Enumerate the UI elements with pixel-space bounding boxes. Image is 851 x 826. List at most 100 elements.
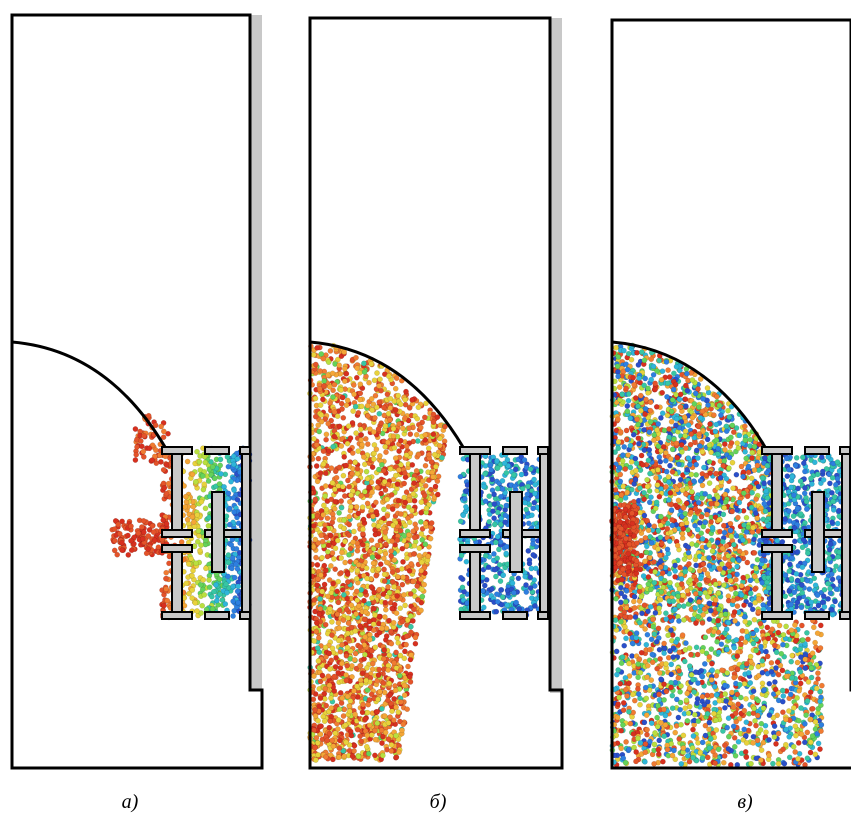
particle: [390, 507, 395, 512]
wall-strip: [250, 15, 262, 690]
particle: [200, 603, 205, 608]
particle: [503, 520, 508, 525]
particle: [376, 523, 381, 528]
particle: [394, 650, 399, 655]
particle: [232, 575, 237, 580]
particle: [383, 423, 388, 428]
particle: [236, 584, 241, 589]
particle: [342, 379, 347, 384]
particle: [126, 552, 131, 557]
particle: [313, 537, 318, 542]
particle: [341, 473, 346, 478]
particle: [337, 707, 342, 712]
particle: [227, 522, 232, 527]
particle: [317, 612, 322, 617]
particle: [161, 467, 166, 472]
particle: [199, 499, 204, 504]
particle: [336, 620, 341, 625]
particle: [319, 419, 324, 424]
particle: [364, 566, 369, 571]
particle: [344, 672, 349, 677]
particle: [389, 553, 394, 558]
particle: [217, 481, 222, 486]
particle: [327, 725, 332, 730]
particle: [522, 457, 527, 462]
particle: [391, 620, 396, 625]
particle: [329, 619, 334, 624]
particle: [419, 500, 424, 505]
particle: [354, 504, 359, 509]
particle: [360, 671, 365, 676]
baffle: [242, 454, 250, 612]
particle: [311, 544, 316, 549]
particle: [392, 660, 397, 665]
particle: [353, 460, 358, 465]
particle: [505, 603, 510, 608]
particle: [408, 591, 413, 596]
particle: [795, 695, 800, 700]
particle: [327, 666, 332, 671]
particle: [363, 634, 368, 639]
particle: [393, 386, 398, 391]
particle: [428, 536, 433, 541]
particle: [232, 488, 237, 493]
particle: [495, 486, 500, 491]
particle: [495, 510, 500, 515]
particle: [161, 603, 166, 608]
particle: [367, 632, 372, 637]
particle: [495, 599, 500, 604]
particle: [393, 456, 398, 461]
particle: [161, 518, 166, 523]
particle: [351, 688, 356, 693]
particle: [207, 585, 212, 590]
particle: [410, 462, 415, 467]
particle: [366, 751, 371, 756]
particle: [494, 592, 499, 597]
particle: [234, 546, 239, 551]
particle: [359, 739, 364, 744]
particle: [710, 668, 715, 673]
particle: [140, 536, 145, 541]
particle: [318, 368, 323, 373]
particle: [355, 471, 360, 476]
particle: [326, 543, 331, 548]
particle: [320, 673, 325, 678]
particle: [385, 698, 390, 703]
particle: [325, 549, 330, 554]
particle: [328, 348, 333, 353]
particle: [350, 450, 355, 455]
particle: [525, 492, 530, 497]
particle: [371, 457, 376, 462]
particle: [528, 575, 533, 580]
particle: [494, 609, 499, 614]
particle: [372, 753, 377, 758]
particle: [380, 753, 385, 758]
particle: [481, 605, 486, 610]
particle: [365, 576, 370, 581]
particle: [745, 560, 750, 565]
particle: [213, 582, 218, 587]
baffle: [460, 447, 490, 454]
particle: [190, 587, 195, 592]
particle: [344, 740, 349, 745]
particle: [415, 583, 420, 588]
particle: [386, 411, 391, 416]
particle: [396, 750, 401, 755]
particle: [504, 470, 509, 475]
particle: [153, 448, 158, 453]
particle: [367, 697, 372, 702]
particle: [146, 413, 151, 418]
particle: [136, 531, 141, 536]
particle: [342, 454, 347, 459]
particle: [359, 493, 364, 498]
particle: [532, 477, 537, 482]
particle: [365, 688, 370, 693]
particle: [370, 667, 375, 672]
particle: [417, 546, 422, 551]
particle: [350, 754, 355, 759]
particle: [223, 582, 228, 587]
particle: [404, 634, 409, 639]
particle: [125, 533, 130, 538]
particle: [346, 424, 351, 429]
particle: [312, 597, 317, 602]
